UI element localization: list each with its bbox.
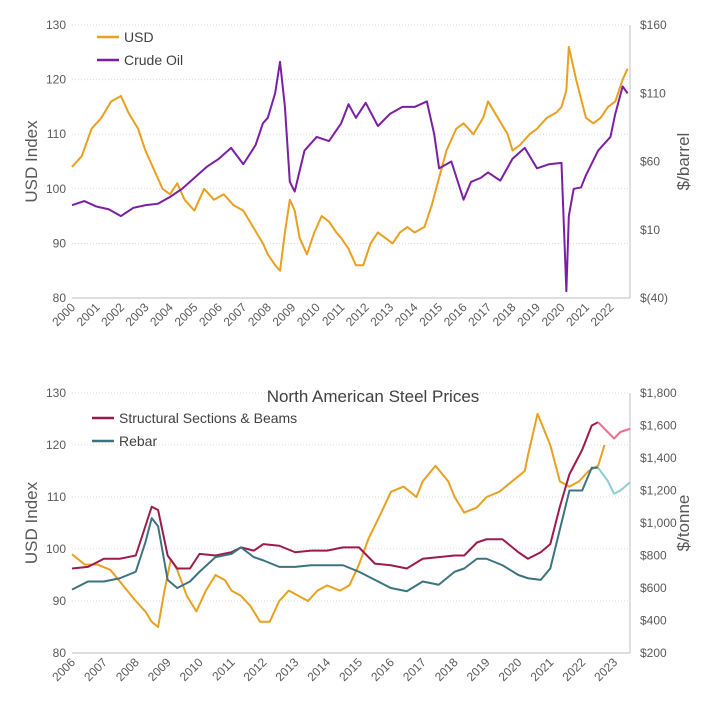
y2-tick-label: $1,600	[640, 419, 677, 433]
y-tick-label: 80	[53, 291, 67, 305]
y2-tick-label: $1,200	[640, 484, 677, 498]
y-tick-label: 100	[46, 182, 66, 196]
y2-tick-label: $160	[640, 18, 667, 32]
x-tick-label: 2003	[123, 300, 152, 329]
y-tick-label: 90	[53, 236, 67, 250]
y2-tick-label: $400	[640, 614, 667, 628]
x-tick-label: 2019	[514, 300, 543, 329]
series-forecast-line-structural-sections-beams	[597, 421, 631, 440]
x-tick-label: 2007	[81, 655, 110, 684]
x-tick-label: 2011	[319, 300, 347, 328]
x-tick-label: 2005	[172, 300, 201, 329]
x-tick-label: 2009	[145, 655, 174, 684]
y-axis-title: USD Index	[22, 120, 41, 203]
x-tick-label: 2017	[400, 655, 429, 684]
y-tick-label: 90	[53, 594, 67, 608]
x-tick-label: 2021	[528, 655, 557, 684]
x-tick-label: 2020	[539, 300, 568, 329]
x-tick-label: 2007	[221, 300, 250, 329]
y-tick-label: 100	[46, 542, 66, 556]
series-line-usd	[71, 412, 606, 628]
series-line-structural-sections-beams	[71, 421, 599, 570]
x-tick-label: 2011	[209, 655, 237, 683]
chart-steel: 80 90 100 110 120 130 $200 $400 $600 $800 $1,000 $1…	[22, 386, 693, 684]
x-tick-label: 2016	[368, 655, 397, 684]
x-tick-label: 2014	[392, 300, 421, 329]
y-tick-label: 130	[46, 18, 66, 32]
y-tick-label: 120	[46, 438, 66, 452]
x-tick-label: 2013	[367, 300, 396, 329]
y2-axis-title: $/tonne	[674, 495, 693, 552]
y-axis-title: USD Index	[22, 481, 41, 564]
y2-tick-label: $200	[640, 646, 667, 660]
y2-tick-label: $800	[640, 549, 667, 563]
legend-label: USD	[124, 29, 154, 45]
y2-tick-label: $1,000	[640, 516, 677, 530]
y2-tick-label: $1,800	[640, 386, 677, 400]
legend-label: Rebar	[119, 433, 157, 449]
x-tick-label: 2014	[304, 655, 333, 684]
x-tick-label: 2021	[563, 300, 592, 329]
y2-tick-label: $110	[640, 86, 666, 100]
x-tick-label: 2008	[245, 300, 274, 329]
legend-label: Crude Oil	[124, 52, 183, 68]
x-tick-label: 2012	[241, 655, 270, 684]
x-tick-label: 2018	[432, 655, 461, 684]
y-tick-label: 120	[46, 73, 66, 87]
x-tick-label: 2017	[465, 300, 494, 329]
x-tick-label: 2015	[416, 300, 445, 329]
x-tick-label: 2022	[560, 655, 589, 684]
y2-tick-label: $10	[640, 223, 660, 237]
x-tick-label: 2002	[98, 300, 127, 329]
x-tick-label: 2023	[591, 655, 620, 684]
x-tick-label: 2015	[336, 655, 365, 684]
chart-title: North American Steel Prices	[267, 387, 480, 406]
x-tick-label: 2009	[270, 300, 299, 329]
y2-axis-title: $/barrel	[674, 133, 693, 191]
x-tick-label: 2013	[273, 655, 302, 684]
x-tick-label: 2010	[177, 655, 206, 684]
x-tick-label: 2008	[113, 655, 142, 684]
y2-tick-label: $(40)	[640, 291, 668, 305]
y-tick-label: 110	[47, 127, 66, 141]
x-tick-label: 2010	[294, 300, 323, 329]
x-tick-label: 2022	[588, 300, 617, 329]
legend-label: Structural Sections & Beams	[119, 410, 297, 426]
y-tick-label: 80	[53, 646, 67, 660]
series-line-crude-oil	[71, 60, 629, 293]
y-tick-label: 110	[47, 490, 66, 504]
series-line-rebar	[71, 466, 599, 593]
y2-tick-label: $1,400	[640, 451, 677, 465]
y-tick-label: 130	[46, 386, 66, 400]
x-tick-label: 2020	[496, 655, 525, 684]
y2-tick-label: $60	[640, 155, 660, 169]
x-tick-label: 2001	[74, 300, 103, 329]
x-tick-label: 2012	[343, 300, 372, 329]
x-tick-label: 2004	[147, 300, 176, 329]
series-line-usd	[71, 45, 629, 272]
x-tick-label: 2018	[490, 300, 519, 329]
x-tick-label: 2006	[196, 300, 225, 329]
x-tick-label: 2019	[464, 655, 493, 684]
x-tick-label: 2016	[441, 300, 470, 329]
y2-tick-label: $600	[640, 581, 667, 595]
series-forecast-line-rebar	[597, 467, 631, 495]
chart-crude: 8090100110120130$(40)$10$60$110$16020002…	[22, 18, 693, 329]
